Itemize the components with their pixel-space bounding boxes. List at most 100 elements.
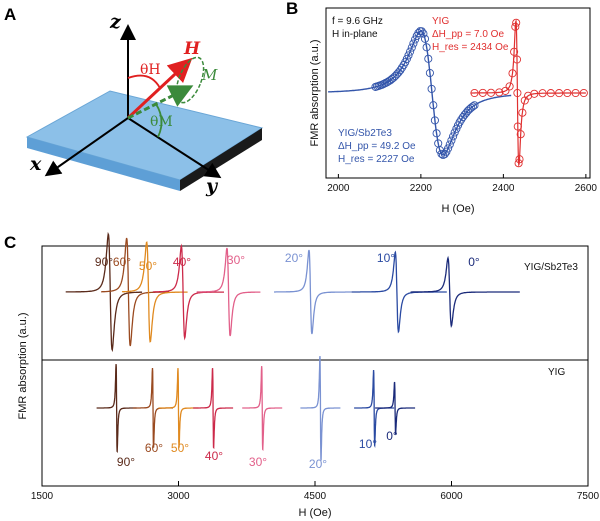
ybi-data-point: [406, 47, 415, 56]
panel-b-frame: [325, 7, 591, 179]
yig-linewidth: ΔH_pp = 7.0 Oe: [432, 29, 504, 40]
ybi-data-point: [432, 129, 441, 138]
ybi-angle-label: 20°: [285, 251, 303, 265]
panel-label-a: A: [4, 5, 16, 24]
panel-c: C 1500 3000 4500 6000 7500 H (Oe) FMR absorp…: [4, 231, 600, 519]
yig-data-point: [495, 88, 504, 97]
panel-c-curves: 90° 60° 50° 40° 30° 20° 10° 0°90°60° 50°40° 30° 20…: [65, 231, 520, 471]
panel-b-ticks: 2000 2200 2400 2600: [327, 174, 597, 194]
yig-angle-curve: [242, 366, 283, 452]
ybi-data-point: [450, 128, 459, 137]
legend-frequency: f = 9.6 GHz: [332, 16, 383, 27]
ybi-angle-label: 40°: [173, 255, 191, 269]
theta-h-arc: [127, 74, 161, 89]
panel-c-xtick-label: 6000: [440, 491, 463, 502]
yig-data-point: [486, 88, 496, 97]
theta-m-arc: [155, 103, 163, 138]
yig-data-point: [524, 91, 533, 100]
yig-data-point: [579, 88, 588, 98]
ybi-data-point: [447, 136, 456, 145]
legend-field-orientation: H in-plane: [332, 29, 378, 40]
h-vector-label: H: [183, 39, 201, 59]
panel-c-xtick-label: 7500: [577, 491, 600, 502]
ybi-angle-curve: [274, 249, 352, 335]
panel-c-top-label: YIG/Sb2Te3: [524, 262, 578, 273]
yig-fit-line: [470, 19, 586, 167]
ybi-angle-label: 90°: [95, 255, 113, 269]
ybi-data-point: [425, 68, 434, 78]
panel-c-ticks: 1500 3000 4500 6000 7500: [31, 481, 600, 502]
ybi-resonance: H_res = 2227 Oe: [338, 154, 415, 165]
panel-b-xtick-label: 2600: [575, 183, 598, 194]
ybi-angle-label: 30°: [227, 253, 245, 267]
yig-data-point: [530, 89, 539, 98]
ybi-angle-label: 0°: [468, 255, 480, 269]
yig-data-point: [470, 88, 479, 98]
panel-b-curves: [328, 18, 588, 168]
ybi-angle-label: 10°: [377, 251, 395, 265]
m-vector: [127, 85, 194, 120]
ybi-label: YIG/Sb2Te3: [338, 128, 392, 139]
ybi-data-point: [419, 29, 428, 38]
ybi-angle-label: 50°: [139, 259, 157, 273]
panel-b-ylabel: FMR absorption (a.u.): [309, 40, 321, 147]
panel-a: A z x y H M θH θM: [4, 5, 264, 197]
yig-data-point: [512, 18, 521, 27]
h-vector: [126, 57, 193, 120]
yig-data-point: [538, 89, 547, 98]
ybi-data-point: [429, 101, 438, 110]
ybi-angle-label: 60°: [113, 255, 131, 269]
yig-angle-curve: [193, 367, 234, 450]
ybi-fit-line: [328, 30, 512, 156]
ybi-data-point: [444, 144, 453, 153]
ybi-angle-curve: [121, 241, 188, 343]
yig-angle-label: 40°: [205, 449, 223, 463]
yig-angle-curve: [158, 368, 199, 448]
panel-c-bottom-label: YIG: [548, 367, 565, 378]
yig-data-point: [501, 86, 510, 95]
yig-data-point: [563, 88, 572, 98]
panel-c-frame: [41, 245, 589, 487]
panel-b: B 2000 2200 2400 2600 H (Oe) FMR absorption…: [286, 0, 597, 215]
z-axis-label: z: [109, 11, 122, 33]
panel-c-xtick-label: 1500: [31, 491, 54, 502]
panel-c-ylabel: FMR absorption (a.u.): [17, 313, 29, 420]
yig-angle-curve: [300, 356, 341, 461]
yig-data-point: [514, 159, 523, 168]
panel-label-b: B: [286, 0, 298, 18]
ybi-data-point: [409, 39, 418, 48]
yig-data-point: [513, 88, 522, 98]
yig-data-point: [516, 130, 525, 139]
yig-data-point: [511, 22, 520, 31]
yig-angle-label: 50°: [171, 441, 189, 455]
ybi-data-point: [449, 132, 458, 141]
x-axis: [44, 117, 129, 177]
ybi-data-point: [411, 35, 420, 44]
ybi-data-point: [407, 43, 416, 52]
yig-data-point: [478, 88, 487, 97]
yig-angle-label: 60°: [145, 441, 163, 455]
slab-front: [27, 137, 180, 191]
yig-angle-curve: [96, 364, 137, 454]
y-axis: [127, 117, 222, 179]
yig-angle-label: 10°: [359, 437, 377, 451]
x-axis-label: x: [29, 153, 42, 175]
yig-resonance: H_res = 2434 Oe: [432, 42, 509, 53]
ybi-data-point: [470, 101, 479, 110]
yig-angle-label: 30°: [249, 455, 267, 469]
ybi-data-point: [424, 54, 433, 63]
theta-m-label: θM: [150, 114, 173, 130]
ybi-data-point: [417, 27, 426, 36]
yig-data-point: [555, 89, 564, 98]
panel-b-xlabel: H (Oe): [442, 203, 475, 215]
yig-angle-curve: [375, 381, 416, 435]
ybi-data-point: [420, 34, 430, 43]
yig-data-point: [505, 82, 514, 91]
slab-side: [180, 128, 262, 191]
panel-c-xlabel: H (Oe): [299, 507, 332, 519]
yig-data-point: [513, 122, 522, 131]
panel-b-xtick-label: 2000: [327, 183, 350, 194]
y-axis-label: y: [205, 175, 219, 197]
ybi-data-point: [404, 51, 413, 60]
